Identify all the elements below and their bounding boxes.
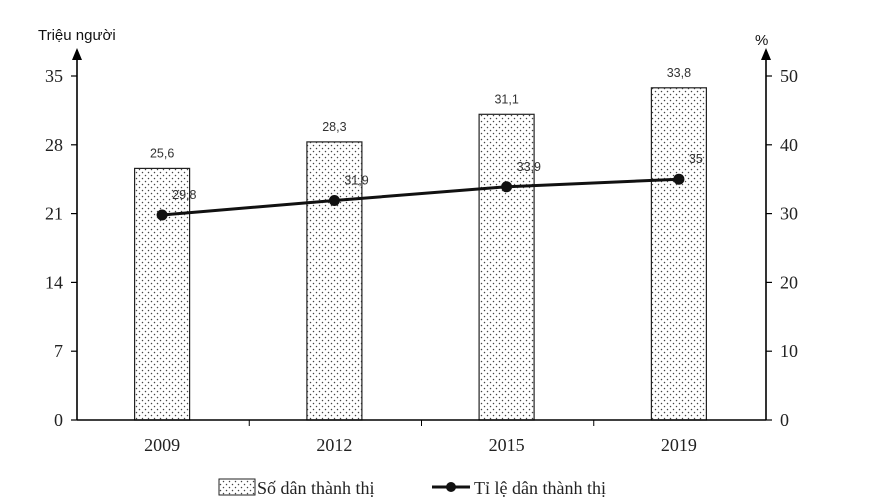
bar-data-label: 25,6 <box>150 146 174 160</box>
y-left-tick-label: 14 <box>45 272 63 292</box>
bar-2012 <box>306 141 363 421</box>
legend-bar-swatch <box>218 478 256 496</box>
bars-layer <box>134 87 708 421</box>
y-right-axis-title: % <box>755 32 768 49</box>
line-data-label: 33,9 <box>517 160 541 174</box>
y-left-tick-label: 35 <box>45 66 63 86</box>
line-series <box>161 177 679 217</box>
y-right-tick-label: 50 <box>780 66 798 86</box>
y-right-tick-label: 20 <box>780 272 798 292</box>
x-tick-label: 2019 <box>661 435 697 455</box>
legend: Số dân thành thị Tỉ lệ dân thành thị <box>218 478 606 498</box>
line-data-label: 29,8 <box>172 188 196 202</box>
y-right-axis-arrow <box>761 48 771 60</box>
bar-2019 <box>650 87 708 421</box>
y-left-axis-title: Triệu người <box>38 27 116 44</box>
bar-2009 <box>134 167 191 421</box>
labels-layer: 25,6 28,3 31,1 33,8 29,8 31,9 33,9 35 <box>150 66 703 202</box>
y-left-tick-label: 21 <box>45 204 63 224</box>
legend-bar-label: Số dân thành thị <box>257 478 375 498</box>
y-right-tick-label: 30 <box>780 204 798 224</box>
line-point-2009 <box>156 209 168 221</box>
line-point-2012 <box>328 195 340 206</box>
legend-line-marker <box>446 482 456 492</box>
bar-data-label: 31,1 <box>494 92 518 106</box>
y-right-tick-label: 0 <box>780 410 789 430</box>
line-layer <box>156 173 685 221</box>
y-right-tick-label: 40 <box>780 135 798 155</box>
x-tick-label: 2015 <box>489 435 525 455</box>
axes-layer: 0 7 14 21 28 35 0 10 20 30 40 50 2009 2012 2015 2019 <box>45 48 798 455</box>
y-left-tick-label: 7 <box>54 341 63 361</box>
y-left-axis-arrow <box>72 48 82 60</box>
x-tick-label: 2009 <box>144 435 180 455</box>
bar-data-label: 28,3 <box>322 120 346 134</box>
line-point-2015 <box>501 181 513 193</box>
bar-data-label: 33,8 <box>667 66 691 80</box>
y-left-tick-label: 28 <box>45 135 63 155</box>
legend-line-label: Tỉ lệ dân thành thị <box>474 478 606 498</box>
bar-2015 <box>478 113 535 421</box>
x-tick-label: 2012 <box>316 435 352 455</box>
y-left-tick-label: 0 <box>54 410 63 430</box>
line-data-label: 31,9 <box>344 174 368 188</box>
y-right-tick-label: 10 <box>780 341 798 361</box>
line-point-2019 <box>673 173 685 185</box>
line-data-label: 35 <box>689 152 703 166</box>
